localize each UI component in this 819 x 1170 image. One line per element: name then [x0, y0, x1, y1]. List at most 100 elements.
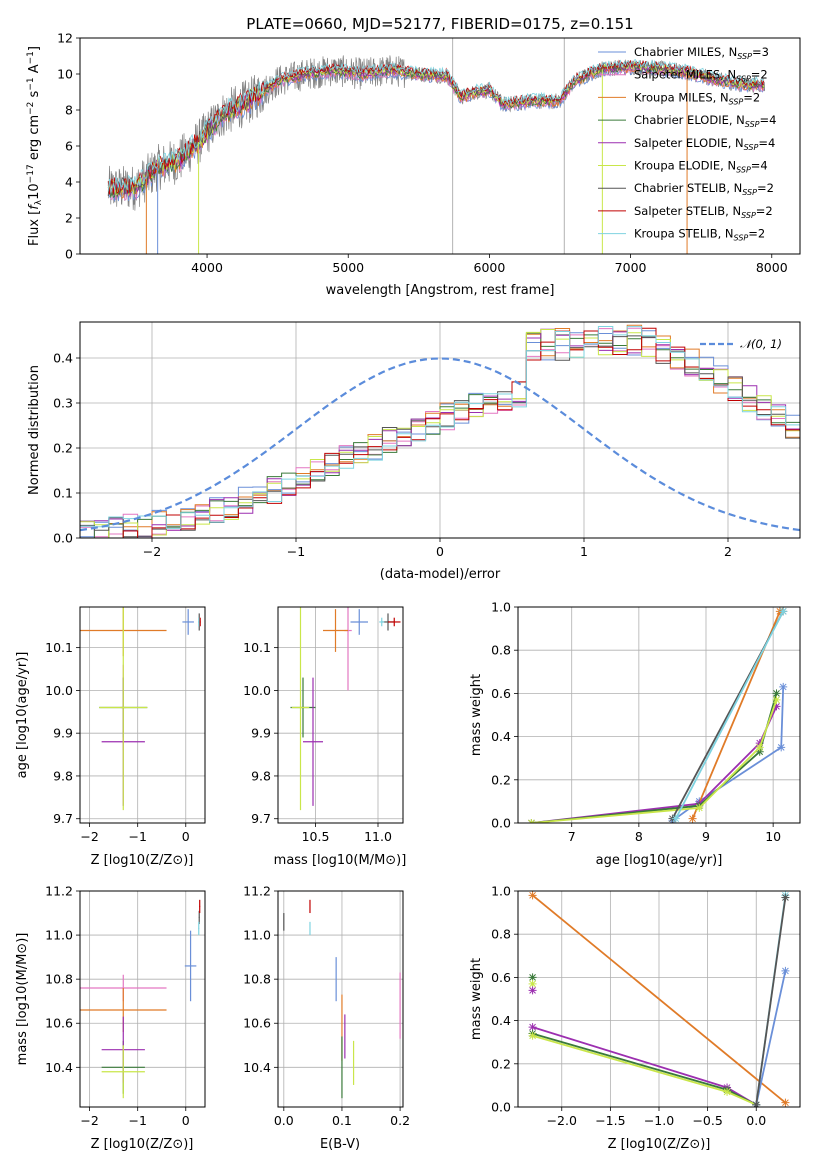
- legend-sub: SSP: [736, 75, 751, 84]
- normal-curve: [80, 357, 800, 532]
- x-tick-label: 9: [702, 829, 710, 844]
- legend-label: Kroupa STELIB, NSSP=2: [634, 227, 765, 243]
- age-z-xlabel: Z [log10(Z/Z⊙)]: [91, 853, 194, 868]
- star-marker: [528, 1031, 537, 1040]
- x-tick-label: 10: [765, 829, 781, 844]
- star-marker: [772, 689, 781, 698]
- y-tick-label: 0.0: [491, 816, 511, 831]
- spectrum-title: PLATE=0660, MJD=52177, FIBERID=0175, z=0…: [246, 15, 633, 33]
- y-tick-label: 9.8: [251, 768, 271, 783]
- y-tick-label: 2: [65, 211, 73, 226]
- y-tick-label: 1.0: [491, 884, 511, 899]
- y-tick-label: 0.1: [53, 486, 73, 501]
- x-tick-label: 2: [724, 544, 732, 559]
- y-tick-label: 0.8: [491, 643, 511, 658]
- legend-text: =4: [751, 159, 768, 173]
- x-tick-label: 8000: [756, 260, 788, 275]
- x-tick-label: −2.0: [547, 1113, 577, 1128]
- y-tick-label: 4: [65, 175, 73, 190]
- x-tick-label: 7000: [615, 260, 647, 275]
- y-tick-label: 9.9: [251, 726, 271, 741]
- y-tick-label: 11.2: [45, 884, 73, 899]
- legend-text: =4: [758, 136, 775, 150]
- star-marker: [528, 1023, 537, 1032]
- x-tick-label: −2: [143, 544, 161, 559]
- y-tick-label: 8: [65, 103, 73, 118]
- x-tick-label: 0.1: [332, 1113, 352, 1128]
- plot-area: [283, 899, 401, 1099]
- y-tick-label: 10.4: [45, 1060, 73, 1075]
- y-tick-label: 9.8: [53, 768, 73, 783]
- age-vs-mass-panel: 10.5 11.0 9.7 9.8 9.9 10.0 10.1: [243, 607, 403, 844]
- y-tick-label: 10.6: [243, 1016, 271, 1031]
- x-tick-label: −2: [80, 829, 98, 844]
- mass-z-xlabel: Z [log10(Z/Z⊙)]: [91, 1137, 194, 1152]
- kroupa-elodie-weight-line: [532, 1034, 757, 1106]
- legend-text: =2: [748, 227, 765, 241]
- legend-text: Salpeter STELIB, N: [634, 204, 741, 218]
- y-tick-label: 6: [65, 139, 73, 154]
- legend-label: Salpeter ELODIE, NSSP=4: [634, 136, 775, 152]
- star-marker: [688, 814, 697, 823]
- star-marker: [723, 1087, 732, 1096]
- y-tick-label: 10.1: [45, 640, 73, 655]
- x-tick-label: −1: [128, 1113, 146, 1128]
- chabrier-elodie-weight-line: [532, 1032, 757, 1106]
- legend-text: Chabrier STELIB, N: [634, 181, 742, 195]
- star-marker: [528, 986, 537, 995]
- x-tick-label: 0.0: [746, 1113, 766, 1128]
- plot-area: [80, 899, 201, 1099]
- y-tick-label: 12: [57, 31, 73, 46]
- mass-vs-ebv-panel: 0.0 0.1 0.2 10.4 10.6 10.8 11.0 11.2: [243, 884, 410, 1129]
- x-tick-label: 0: [436, 544, 444, 559]
- star-marker: [528, 973, 537, 982]
- y-tick-label: 10: [57, 67, 73, 82]
- star-marker: [772, 695, 781, 704]
- kroupa-miles-weight-line: [532, 894, 786, 1104]
- y-tick-label: 0.3: [53, 396, 73, 411]
- chabrier-stelib-weight-line: [755, 897, 787, 1105]
- histogram-legend: 𝒩(0, 1): [700, 337, 782, 351]
- y-tick-label: 9.7: [251, 811, 271, 826]
- star-marker: [779, 607, 788, 616]
- legend-sub: SSP: [741, 211, 756, 220]
- chabrier-elodie-weight-line: [531, 693, 778, 823]
- normal-legend-label: 𝒩(0, 1): [740, 337, 782, 351]
- y-tick-label: 10.8: [243, 972, 271, 987]
- y-tick-label: 0.0: [53, 531, 73, 546]
- mw-z-ylabel: mass weight: [469, 958, 484, 1040]
- legend-text: =2: [756, 204, 773, 218]
- legend-label: Salpeter STELIB, NSSP=2: [634, 204, 773, 220]
- legend-sub: SSP: [737, 52, 752, 61]
- y-tick-label: 0.6: [491, 970, 511, 985]
- histogram-xlabel: (data-model)/error: [380, 567, 501, 582]
- age-z-ylabel: age [log10(age/yr)]: [15, 652, 30, 779]
- x-tick-label: 10.5: [302, 829, 330, 844]
- x-tick-label: 0.0: [274, 1113, 294, 1128]
- plot-area: [527, 607, 788, 823]
- mass-vs-metallicity-panel: −2 −1 0 10.4 10.6 10.8 11.0 11.2: [45, 884, 205, 1128]
- star-marker: [752, 1100, 761, 1107]
- legend-sub: SSP: [736, 166, 751, 175]
- legend-sub: SSP: [729, 97, 744, 106]
- y-tick-label: 9.9: [53, 726, 73, 741]
- star-marker: [755, 743, 764, 752]
- legend-sub: SSP: [734, 234, 749, 243]
- y-tick-label: 1.0: [491, 600, 511, 615]
- x-tick-label: −1: [128, 829, 146, 844]
- x-tick-label: 1: [580, 544, 588, 559]
- plot-area: [528, 891, 790, 1107]
- y-tick-label: 0.8: [491, 927, 511, 942]
- plot-area: [80, 324, 800, 538]
- legend-text: Kroupa MILES, N: [634, 90, 729, 104]
- y-tick-label: 0.4: [491, 729, 511, 744]
- kroupa-elodie-weight-line: [531, 699, 778, 823]
- x-tick-label: −1: [287, 544, 305, 559]
- x-tick-label: −0.5: [692, 1113, 722, 1128]
- chabrier-miles-weight-line: [671, 686, 785, 822]
- y-tick-label: 0.2: [491, 1056, 511, 1071]
- y-tick-label: 11.0: [243, 928, 271, 943]
- chabrier-stelib-model-spectrum: [107, 60, 764, 197]
- star-marker: [528, 891, 537, 900]
